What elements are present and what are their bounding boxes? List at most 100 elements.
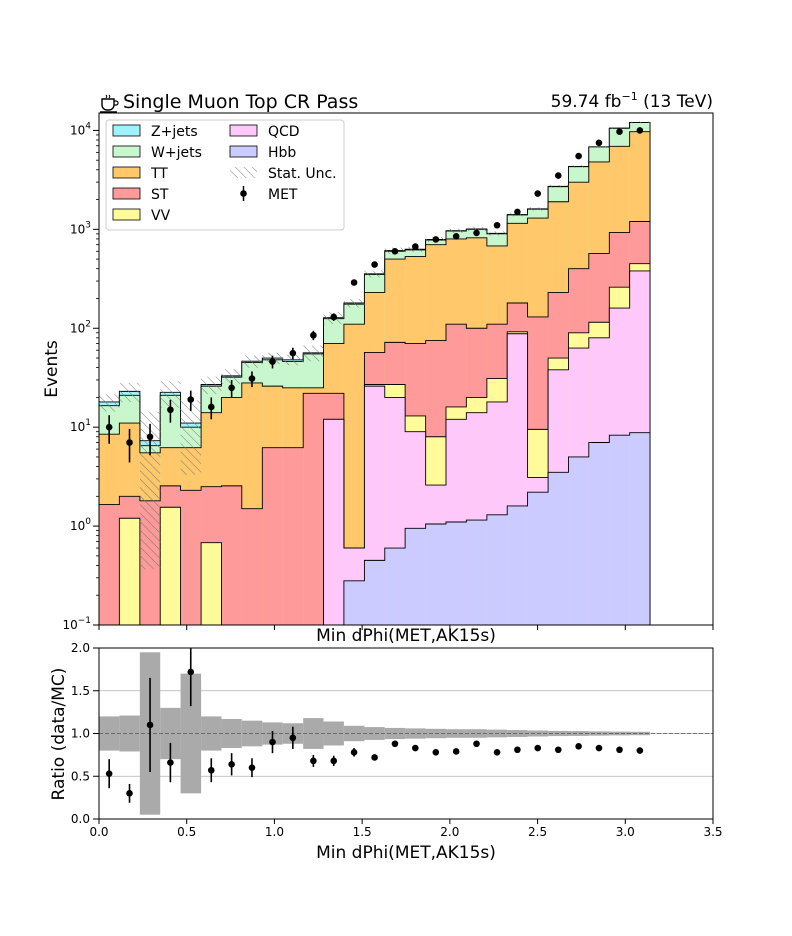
data-marker (310, 331, 317, 339)
ratio-marker (228, 760, 235, 768)
data-point (207, 397, 215, 420)
stack-bin (527, 492, 549, 625)
ratio-marker (554, 746, 562, 754)
ratio-marker (595, 744, 603, 752)
ratio-point (432, 749, 440, 756)
ratio-point (330, 755, 338, 766)
ratio-marker (207, 766, 215, 774)
chart-title: Single Muon Top CR Pass (123, 91, 358, 113)
stack-bin (241, 508, 263, 625)
ratio-point (289, 726, 297, 749)
main-y-label: Events (42, 340, 62, 398)
ratio-point (411, 744, 419, 752)
stat-unc-bin (119, 382, 140, 403)
stack-bin (486, 514, 508, 625)
ratio-x-tick-label: 1.0 (265, 825, 284, 839)
ratio-x-tick-label: 2.5 (528, 825, 547, 839)
stack-bin (262, 447, 283, 625)
ratio-point (595, 744, 603, 752)
ratio-point (269, 730, 276, 754)
ratio-y-tick-label: 1.5 (71, 684, 90, 698)
data-point (493, 221, 501, 229)
stat-unc-bin (466, 226, 487, 232)
stack-bin (405, 528, 426, 625)
legend-label: TT (150, 166, 168, 182)
y-tick-label: 10−1 (62, 616, 91, 632)
ratio-point (391, 740, 399, 748)
data-marker (493, 221, 501, 229)
data-point (452, 233, 460, 240)
data-marker (228, 384, 235, 392)
legend-label: ST (151, 187, 169, 203)
legend-label: Z+jets (151, 124, 198, 140)
data-marker (432, 236, 440, 243)
stack-outline (99, 263, 651, 625)
ratio-point (248, 758, 256, 778)
ratio-point (350, 748, 358, 757)
data-marker (452, 233, 460, 240)
data-point (187, 390, 195, 411)
data-point (411, 243, 419, 250)
ratio-plot-panel: 0.0 0.5 1.0 1.5 2.0 0.0 0.5 1.0 1.5 2.0 2.5 3.0 3.5… (49, 641, 723, 863)
ratio-marker (411, 744, 419, 752)
stat-unc-bin (282, 354, 304, 366)
ratio-marker (126, 790, 133, 797)
stack-bin (343, 580, 365, 625)
ratio-band-bin (201, 716, 222, 751)
stack-bin (221, 485, 242, 625)
ratio-band-bin (160, 707, 181, 760)
ratio-y-axis: 0.0 0.5 1.0 1.5 2.0 (71, 641, 99, 826)
ratio-marker (473, 740, 480, 748)
data-marker (636, 127, 644, 134)
ratio-marker (289, 734, 297, 742)
ratio-point (187, 648, 195, 707)
stat-unc-bin (99, 394, 120, 412)
stat-unc-bin (364, 270, 385, 278)
stack-bin (609, 435, 630, 625)
ratio-y-tick-label: 2.0 (71, 641, 90, 655)
data-point (248, 371, 256, 388)
ratio-y-tick-label: 0.5 (71, 769, 90, 783)
data-point (167, 399, 174, 423)
data-point (432, 236, 440, 243)
stat-unc-bin (201, 376, 222, 395)
data-marker (411, 243, 419, 250)
legend-swatch (112, 145, 141, 158)
ratio-point (126, 783, 133, 803)
ratio-y-label: Ratio (data/MC) (49, 668, 69, 801)
stack-bin (364, 560, 385, 625)
stack-hbb (99, 432, 651, 625)
data-point (554, 172, 562, 179)
legend-label: VV (151, 208, 171, 224)
ratio-x-tick-label: 3.5 (703, 825, 722, 839)
ratio-x-tick-label: 3.0 (616, 825, 635, 839)
coffee-icon (100, 94, 119, 113)
ratio-x-label: Min dPhi(MET,AK15s) (316, 843, 496, 863)
ratio-marker (269, 738, 276, 746)
legend-label: QCD (268, 124, 300, 140)
ratio-point (473, 740, 480, 748)
data-marker (146, 433, 154, 441)
ratio-marker (146, 721, 154, 729)
legend-item-w-jets: W+jets (112, 145, 202, 161)
ratio-band-bin (405, 728, 426, 739)
data-point (514, 208, 521, 216)
stat-unc-bin (548, 185, 569, 188)
stacked-histograms (99, 121, 651, 625)
y-tick-label: 100 (70, 517, 91, 533)
ratio-point (452, 748, 460, 755)
data-point (228, 379, 235, 398)
stat-unc-bin (343, 298, 365, 308)
data-point (105, 415, 113, 444)
ratio-band-bin (507, 730, 528, 737)
data-marker (473, 229, 480, 237)
stat-unc-bin (629, 121, 651, 124)
ratio-marker (105, 770, 113, 777)
data-points (105, 127, 644, 463)
data-point (269, 355, 276, 369)
stat-unc-bin (139, 411, 161, 570)
data-marker (207, 403, 215, 411)
ratio-point (105, 759, 113, 789)
y-tick-label: 101 (70, 418, 91, 434)
legend-item-hbb: Hbb (229, 145, 296, 161)
